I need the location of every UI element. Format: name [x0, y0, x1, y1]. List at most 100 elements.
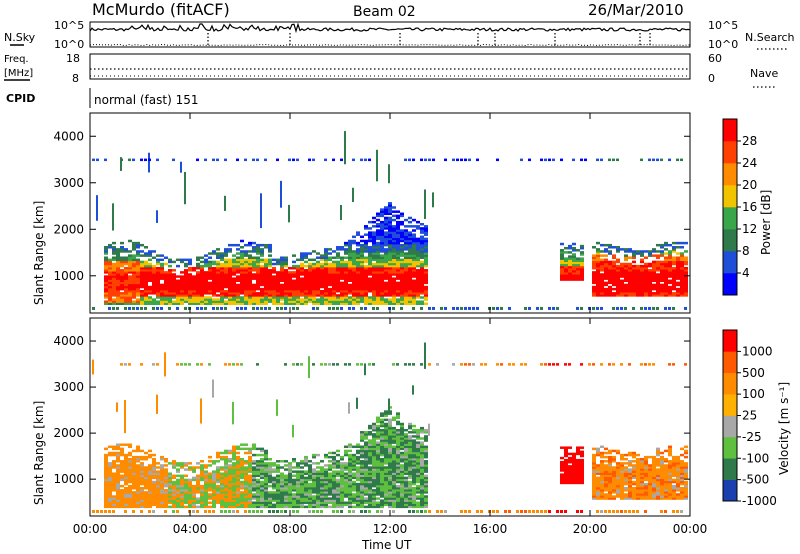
heatmap-cell	[336, 289, 340, 293]
heatmap-cell	[192, 499, 196, 502]
heatmap-cell	[336, 491, 340, 494]
heatmap-cell	[132, 258, 136, 262]
heatmap-cell	[320, 363, 323, 366]
heatmap-cell	[224, 277, 228, 280]
heatmap-cell	[396, 464, 400, 467]
heatmap-cell	[312, 462, 316, 465]
heatmap-cell	[180, 296, 184, 299]
heatmap-cell	[112, 499, 116, 502]
heatmap-cell	[296, 480, 300, 484]
heatmap-cell	[392, 300, 396, 303]
heatmap-cell	[164, 470, 168, 473]
heatmap-cell	[240, 300, 244, 303]
heatmap-cell	[168, 292, 172, 295]
heatmap-cell	[136, 294, 140, 297]
heatmap-cell	[200, 491, 204, 494]
heatmap-cell	[296, 258, 300, 262]
heatmap-cell	[660, 279, 664, 283]
heatmap-cell	[104, 457, 108, 461]
heatmap-cell	[300, 281, 304, 285]
heatmap-cell	[260, 273, 264, 276]
heatmap-cell	[272, 279, 276, 283]
heatmap-cell	[608, 287, 612, 291]
heatmap-cell	[104, 281, 108, 285]
heatmap-cell	[248, 451, 252, 455]
heatmap-cell	[232, 491, 236, 494]
heatmap-cell	[104, 462, 108, 465]
heatmap-cell	[360, 289, 364, 293]
heatmap-cell	[132, 306, 135, 310]
heatmap-cell	[400, 275, 404, 278]
heatmap-cell	[236, 269, 240, 272]
heatmap-cell	[224, 289, 228, 293]
heatmap-cell	[344, 486, 348, 490]
heatmap-cell	[368, 472, 372, 475]
nsky-label: N.Sky	[4, 31, 36, 44]
heatmap-cell	[388, 277, 392, 280]
heatmap-cell	[108, 472, 112, 475]
heatmap-cell	[364, 453, 368, 457]
heatmap-cell	[112, 489, 116, 492]
heatmap-cell	[392, 466, 396, 469]
heatmap-cell	[384, 470, 388, 473]
heatmap-cell	[224, 501, 228, 504]
heatmap-cell	[296, 298, 300, 301]
heatmap-cell	[268, 468, 272, 471]
heatmap-cell	[260, 493, 264, 496]
heatmap-cell	[364, 482, 368, 486]
heatmap-cell	[196, 266, 200, 270]
heatmap-cell	[112, 472, 116, 475]
heatmap-cell	[640, 258, 644, 262]
heatmap-cell	[400, 445, 404, 449]
heatmap-cell	[408, 239, 412, 243]
heatmap-cell	[620, 262, 624, 266]
heatmap-cell	[164, 273, 168, 276]
heatmap-cell	[392, 227, 396, 230]
heatmap-cell	[612, 294, 616, 297]
heatmap-cell	[396, 294, 400, 297]
heatmap-cell	[288, 281, 292, 285]
heatmap-cell	[380, 258, 384, 262]
heatmap-cell	[360, 449, 364, 453]
heatmap-cell	[236, 445, 240, 449]
heatmap-cell	[388, 164, 390, 184]
heatmap-cell	[124, 466, 128, 469]
heatmap-cell	[656, 289, 660, 293]
heatmap-cell	[576, 274, 580, 277]
heatmap-cell	[376, 235, 380, 239]
heatmap-cell	[332, 277, 336, 280]
heatmap-cell	[668, 285, 672, 289]
heatmap-cell	[220, 480, 224, 484]
heatmap-cell	[304, 296, 308, 299]
heatmap-cell	[212, 491, 216, 494]
heatmap-cell	[328, 273, 332, 276]
heatmap-cell	[184, 482, 188, 486]
heatmap-cell	[184, 289, 188, 293]
heatmap-cell	[384, 258, 388, 262]
heatmap-cell	[176, 287, 180, 291]
heatmap-cell	[424, 298, 428, 301]
heatmap-cell	[384, 447, 388, 451]
heatmap-cell	[412, 258, 416, 262]
heatmap-cell	[180, 300, 184, 303]
heatmap-cell	[320, 294, 324, 297]
heatmap-cell	[564, 276, 568, 279]
heatmap-cell	[224, 476, 228, 480]
heatmap-cell	[396, 243, 400, 247]
heatmap-cell	[404, 281, 408, 285]
heatmap-cell	[400, 264, 404, 268]
heatmap-cell	[384, 223, 388, 226]
heatmap-cell	[208, 269, 212, 272]
heatmap-cell	[380, 412, 384, 415]
heatmap-cell	[204, 493, 208, 496]
heatmap-cell	[424, 294, 428, 297]
heatmap-cell	[108, 486, 112, 490]
heatmap-cell	[216, 486, 220, 490]
heatmap-cell	[128, 266, 132, 270]
heatmap-cell	[256, 482, 260, 486]
heatmap-cell	[300, 279, 304, 283]
heatmap-cell	[676, 252, 680, 255]
heatmap-cell	[132, 277, 136, 280]
heatmap-cell	[664, 275, 668, 278]
heatmap-cell	[360, 437, 364, 440]
